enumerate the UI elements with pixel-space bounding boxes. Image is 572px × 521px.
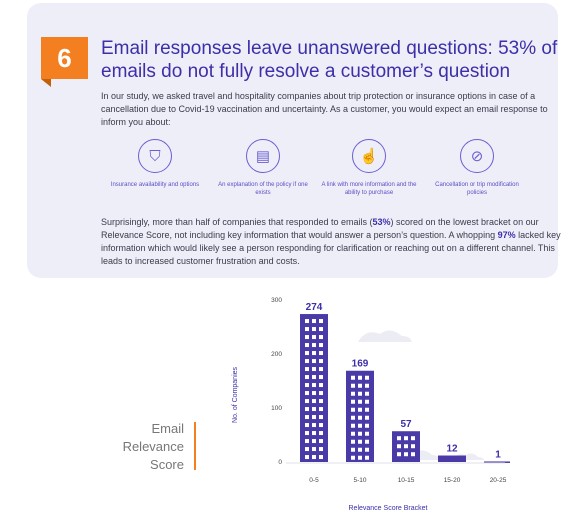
chart-side-label: Email Relevance Score xyxy=(100,420,184,474)
section-number-badge: 6 xyxy=(41,37,88,87)
data-label-10-15: 57 xyxy=(400,419,412,430)
x-tick-label: 20-25 xyxy=(490,477,507,484)
info-card: 6 Email responses leave unanswered quest… xyxy=(27,3,561,278)
data-label-0-5: 274 xyxy=(306,302,323,313)
bar-window-pattern xyxy=(351,375,369,460)
bars: 274 169 57 12 1 xyxy=(300,302,510,463)
icon-caption: Cancellation or trip modification polici… xyxy=(435,182,519,196)
summary-highlight-97: 97% xyxy=(497,230,516,240)
data-label-15-20: 12 xyxy=(446,444,458,455)
pointer-click-icon: ☝ xyxy=(352,139,386,173)
icon-caption: A link with more information and the abi… xyxy=(321,182,417,196)
x-axis-label: Relevance Score Bracket xyxy=(349,505,428,512)
y-axis-ticks: 0 100 200 300 xyxy=(271,297,282,466)
data-label-5-10: 169 xyxy=(352,359,369,370)
relevance-score-bar-chart: 0 100 200 300 274 169 57 12 1 0-5 5-10 10-15 15-20… xyxy=(232,297,510,512)
summary-part: Surprisingly, more than half of companie… xyxy=(101,217,373,227)
summary-part: ) scored on the lowest bracket on our Re… xyxy=(101,217,539,240)
icon-caption: Insurance availability and options xyxy=(110,182,200,188)
bar-15-20 xyxy=(438,455,466,462)
y-axis-label: No. of Companies xyxy=(232,366,239,423)
x-tick-label: 15-20 xyxy=(444,477,461,484)
icon-caption: An explanation of the policy if one exis… xyxy=(218,182,308,196)
expectation-insurance: ⛉ Insurance availability and options xyxy=(107,139,203,190)
x-tick-label: 5-10 xyxy=(353,477,366,484)
y-tick-label: 0 xyxy=(278,459,282,466)
summary-text: Surprisingly, more than half of companie… xyxy=(101,216,567,268)
expectation-icons: ⛉ Insurance availability and options ▤ A… xyxy=(107,139,527,201)
bar-window-pattern xyxy=(397,436,415,457)
side-label-line: Score xyxy=(150,457,184,472)
side-label-line: Relevance xyxy=(122,439,184,454)
y-tick-label: 300 xyxy=(271,297,282,304)
bar-window-pattern xyxy=(305,319,323,460)
shield-icon: ⛉ xyxy=(138,139,172,173)
x-tick-label: 0-5 xyxy=(309,477,319,484)
expectation-cancellation: ⊘ Cancellation or trip modification poli… xyxy=(429,139,525,197)
y-tick-label: 200 xyxy=(271,351,282,358)
document-icon: ▤ xyxy=(246,139,280,173)
side-label-line: Email xyxy=(151,421,184,436)
summary-highlight-53: 53% xyxy=(372,217,391,227)
bar-20-25 xyxy=(484,461,510,463)
data-label-20-25: 1 xyxy=(495,449,501,460)
cloud-decoration xyxy=(358,330,484,460)
expectation-policy: ▤ An explanation of the policy if one ex… xyxy=(215,139,311,197)
cancel-icon: ⊘ xyxy=(460,139,494,173)
intro-text: In our study, we asked travel and hospit… xyxy=(101,91,548,127)
summary-part: lacked key information which would likel… xyxy=(101,230,561,266)
expectation-link: ☝ A link with more information and the a… xyxy=(321,139,417,197)
x-axis-ticks: 0-5 5-10 10-15 15-20 20-25 xyxy=(309,477,506,484)
headline: Email responses leave unanswered questio… xyxy=(101,38,558,82)
x-tick-label: 10-15 xyxy=(398,477,415,484)
side-label-accent xyxy=(194,422,196,470)
y-tick-label: 100 xyxy=(271,405,282,412)
